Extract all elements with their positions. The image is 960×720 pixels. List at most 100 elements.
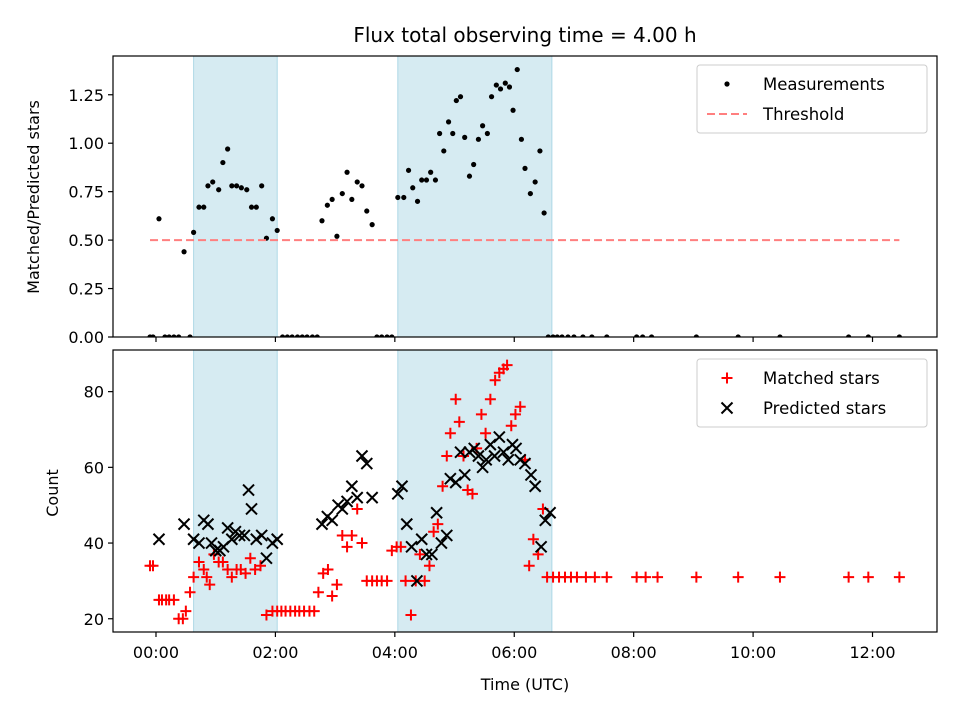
predicted-star-marker bbox=[360, 457, 373, 470]
predicted-star-marker bbox=[534, 540, 548, 554]
measurement-point bbox=[294, 334, 301, 337]
matched-star-marker bbox=[351, 503, 363, 515]
measurement-point bbox=[846, 334, 852, 337]
y-tick-label: 20 bbox=[84, 610, 104, 629]
legend-label: Measurements bbox=[763, 75, 885, 94]
predicted-star-marker bbox=[410, 574, 424, 588]
predicted-star-marker bbox=[250, 533, 263, 546]
predicted-star-marker bbox=[415, 533, 428, 546]
measurement-point bbox=[401, 194, 407, 201]
measurement-point bbox=[441, 148, 447, 154]
x-tick-label: 02:00 bbox=[252, 643, 298, 662]
predicted-star-marker bbox=[488, 449, 501, 463]
measurement-point bbox=[462, 134, 468, 140]
axes-frame bbox=[112, 349, 938, 633]
matched-star-marker bbox=[331, 579, 343, 591]
matched-star-marker bbox=[652, 571, 664, 583]
measurement-point bbox=[640, 334, 646, 337]
measurement-point bbox=[389, 334, 395, 337]
measurement-point bbox=[648, 334, 655, 337]
measurement-point bbox=[428, 169, 434, 175]
matched-star-marker bbox=[260, 609, 272, 621]
legend-marker-predicted bbox=[720, 401, 734, 415]
y-tick-label: 40 bbox=[84, 534, 104, 553]
predicted-star-marker bbox=[201, 517, 215, 531]
measurement-point bbox=[205, 183, 211, 189]
matched-star-marker bbox=[444, 427, 456, 439]
chart-title: Flux total observing time = 4.00 h bbox=[353, 23, 696, 47]
measurement-point bbox=[234, 183, 240, 189]
predicted-star-marker bbox=[502, 453, 515, 466]
measurement-point bbox=[506, 84, 513, 90]
predicted-star-marker bbox=[315, 517, 329, 531]
predicted-star-marker bbox=[152, 533, 166, 546]
y-tick-label: 0.00 bbox=[68, 328, 104, 347]
measurement-point bbox=[210, 179, 216, 185]
measurement-point bbox=[493, 82, 499, 88]
matched-star-marker bbox=[356, 537, 368, 549]
matched-star-marker bbox=[527, 533, 539, 545]
predicted-star-marker bbox=[493, 430, 506, 444]
x-tick-label: 00:00 bbox=[133, 643, 179, 662]
predicted-star-marker bbox=[400, 517, 413, 531]
measurement-point bbox=[693, 334, 699, 337]
measurement-point bbox=[304, 334, 310, 337]
measurement-point bbox=[364, 208, 370, 214]
matched-star-marker bbox=[308, 605, 320, 617]
measurement-point bbox=[334, 233, 340, 239]
measurement-point bbox=[545, 334, 551, 337]
measurement-point bbox=[410, 185, 416, 191]
matched-star-marker bbox=[690, 571, 702, 583]
measurement-point bbox=[339, 190, 345, 197]
matched-star-marker bbox=[244, 552, 256, 564]
matched-star-marker bbox=[432, 518, 444, 530]
predicted-star-marker bbox=[340, 495, 354, 508]
matched-star-marker bbox=[204, 579, 216, 591]
matched-star-marker bbox=[732, 571, 744, 583]
measurement-point bbox=[423, 177, 430, 183]
measurement-point bbox=[225, 146, 231, 152]
matched-star-marker bbox=[198, 564, 210, 576]
matched-star-marker bbox=[419, 575, 431, 587]
predicted-star-marker bbox=[430, 506, 443, 519]
measurement-point bbox=[565, 334, 571, 337]
legend-box bbox=[696, 64, 928, 134]
measurement-point bbox=[187, 334, 193, 337]
measurement-point bbox=[269, 216, 276, 222]
measurement-point bbox=[502, 80, 508, 86]
measurement-point bbox=[419, 177, 425, 183]
measurement-point bbox=[319, 218, 325, 224]
predicted-star-marker bbox=[468, 442, 481, 455]
measurement-point bbox=[532, 179, 538, 185]
matched-star-marker bbox=[168, 594, 180, 606]
measurement-point bbox=[484, 130, 490, 137]
measurement-point bbox=[589, 334, 595, 337]
measurement-point bbox=[150, 334, 156, 337]
measurement-point bbox=[379, 334, 385, 337]
matched-star-marker bbox=[322, 564, 334, 576]
matched-star-marker bbox=[589, 571, 601, 583]
matched-star-marker bbox=[509, 408, 521, 420]
y-tick-label: 0.75 bbox=[68, 183, 104, 202]
measurement-point bbox=[216, 187, 222, 193]
matched-star-marker bbox=[414, 548, 426, 560]
matched-star-marker bbox=[466, 488, 478, 500]
predicted-star-marker bbox=[177, 517, 191, 531]
measurement-point bbox=[201, 204, 207, 210]
matched-star-marker bbox=[514, 401, 526, 413]
predicted-star-marker bbox=[260, 551, 273, 565]
matched-star-marker bbox=[193, 556, 205, 568]
measurement-point bbox=[395, 194, 401, 201]
measurement-point bbox=[497, 86, 504, 92]
predicted-star-marker bbox=[391, 487, 405, 501]
predicted-star-marker bbox=[528, 480, 542, 493]
shaded-interval bbox=[397, 349, 553, 633]
measurement-point bbox=[166, 334, 172, 337]
matched-star-marker bbox=[217, 556, 229, 568]
shaded-interval bbox=[193, 55, 278, 338]
measurement-point bbox=[220, 159, 226, 166]
predicted-star-marker bbox=[365, 491, 379, 504]
y-tick-label: 80 bbox=[84, 383, 104, 402]
measurement-point bbox=[259, 183, 265, 189]
matched-star-marker bbox=[395, 541, 407, 553]
